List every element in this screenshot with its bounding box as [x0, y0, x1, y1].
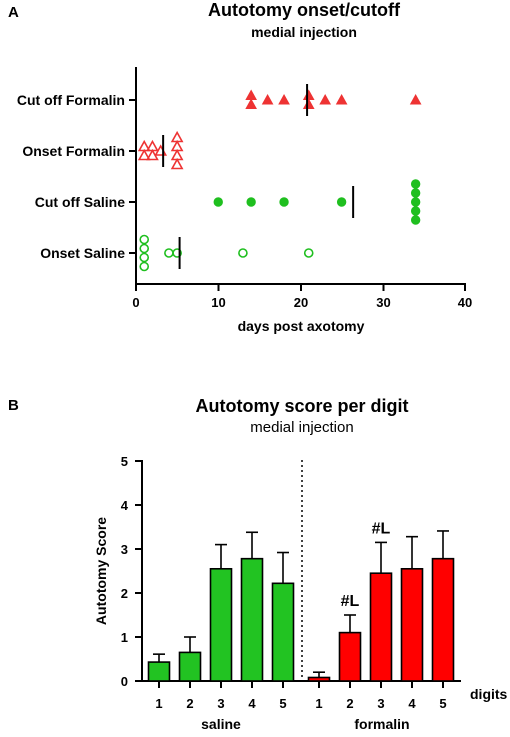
- data-point-circle: [172, 248, 182, 258]
- panel-a-x-axis-title: days post axotomy: [238, 318, 365, 334]
- panel-a: A Autotomy onset/cutoff medial injection…: [8, 0, 472, 334]
- data-point-circle: [213, 197, 223, 207]
- panel-a-title: Autotomy onset/cutoff: [208, 0, 401, 20]
- panel-b-subtitle: medial injection: [250, 419, 353, 436]
- data-point-triangle: [302, 89, 315, 100]
- data-point-circle: [246, 197, 256, 207]
- data-point-circle: [238, 248, 248, 258]
- category-label: Cut off Saline: [35, 194, 125, 210]
- data-point-circle: [410, 197, 421, 207]
- x-tick-label: 4: [248, 696, 256, 711]
- data-point-triangle: [245, 98, 257, 109]
- bar: [338, 631, 362, 682]
- x-tick-label: 20: [294, 295, 308, 310]
- bar: [178, 651, 202, 682]
- data-point-circle: [139, 234, 150, 245]
- bar: [271, 582, 295, 682]
- x-tick-label: 3: [377, 696, 384, 711]
- data-point-triangle: [261, 93, 274, 105]
- panel-b: B Autotomy score per digit medial inject…: [8, 396, 508, 732]
- data-point-circle: [279, 197, 289, 207]
- bar: [431, 557, 455, 682]
- data-point-triangle: [170, 157, 184, 170]
- x-tick-label: 3: [217, 696, 224, 711]
- data-point-circle: [410, 179, 421, 189]
- category-label: Cut off Formalin: [17, 92, 125, 108]
- data-point-triangle: [409, 93, 422, 105]
- y-tick-label: 1: [121, 630, 128, 645]
- category-label: Onset Formalin: [22, 143, 125, 159]
- data-point-circle: [139, 261, 150, 272]
- bar: [209, 567, 233, 682]
- x-tick-label: 2: [346, 696, 353, 711]
- y-tick-label: 4: [121, 498, 129, 513]
- data-point-triangle: [319, 93, 332, 105]
- x-tick-label: 10: [211, 295, 225, 310]
- x-tick-label: 0: [132, 295, 139, 310]
- y-tick-label: 5: [121, 454, 128, 469]
- x-tick-label: 1: [315, 696, 322, 711]
- panel-a-subtitle: medial injection: [251, 24, 357, 40]
- category-label: Onset Saline: [40, 245, 125, 261]
- data-point-circle: [303, 248, 314, 258]
- y-tick-label: 3: [121, 542, 128, 557]
- x-tick-label: 4: [408, 696, 416, 711]
- data-point-circle: [410, 188, 421, 198]
- y-tick-label: 2: [121, 586, 128, 601]
- data-point-triangle: [278, 93, 290, 105]
- data-point-triangle: [245, 89, 257, 100]
- data-point-circle: [336, 197, 347, 207]
- data-point-circle: [164, 248, 174, 258]
- significance-annotation: #L: [372, 520, 391, 537]
- x-tick-label: 30: [376, 295, 390, 310]
- panel-b-x-axis-title: digits: [470, 686, 508, 702]
- x-tick-label: 40: [458, 295, 472, 310]
- bar: [147, 661, 171, 682]
- data-point-triangle: [302, 98, 315, 109]
- bar: [369, 572, 393, 682]
- x-tick-label: 5: [279, 696, 286, 711]
- data-point-circle: [410, 215, 421, 225]
- bar: [240, 557, 264, 682]
- panel-letter-a: A: [8, 4, 19, 21]
- data-point-circle: [139, 243, 150, 254]
- data-point-triangle: [335, 93, 348, 105]
- x-tick-label: 2: [186, 696, 193, 711]
- group-label-formalin: formalin: [354, 716, 409, 732]
- significance-annotation: #L: [341, 593, 360, 610]
- bar: [307, 676, 331, 682]
- bar: [400, 567, 424, 682]
- panel-b-bar-marks: 1 2 3 4 5 1 2 3 4 5 #L #L: [147, 520, 455, 711]
- panel-a-scatter-marks: [137, 84, 422, 272]
- data-point-triangle: [137, 148, 151, 161]
- group-label-saline: saline: [201, 716, 241, 732]
- panel-b-y-axis-title: Autotomy Score: [93, 517, 109, 625]
- panel-b-title: Autotomy score per digit: [195, 396, 408, 416]
- data-point-circle: [139, 252, 150, 263]
- data-point-circle: [410, 206, 421, 216]
- panel-letter-b: B: [8, 397, 19, 414]
- x-tick-label: 5: [439, 696, 446, 711]
- x-tick-label: 1: [155, 696, 162, 711]
- y-tick-label: 0: [121, 674, 128, 689]
